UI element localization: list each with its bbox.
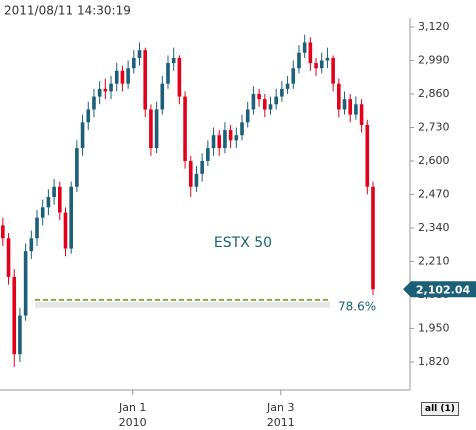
candle-body	[223, 130, 227, 149]
candle-body	[6, 238, 11, 277]
candle-body	[337, 83, 341, 110]
x-tick-label: Jan 3	[266, 401, 294, 414]
last-price-label: 2,102.04	[416, 283, 471, 296]
candle-body	[297, 52, 301, 69]
candle-body	[228, 130, 233, 141]
candle-body	[342, 99, 347, 110]
x-tick-label: Jan 1	[118, 401, 146, 414]
candle-body	[23, 251, 28, 316]
candle-body	[211, 135, 216, 149]
candle-body	[46, 197, 51, 208]
x-tick-year: 2010	[119, 416, 147, 429]
candle-body	[29, 238, 34, 252]
candle-body	[57, 186, 62, 213]
candle-body	[359, 104, 364, 125]
range-button[interactable]: all (1)	[421, 402, 459, 416]
y-tick-label: 2,730	[418, 120, 450, 133]
candle-body	[132, 57, 136, 69]
candle-body	[166, 63, 170, 84]
candle-body	[69, 186, 73, 249]
candle-body	[234, 135, 239, 141]
candle-body	[291, 68, 296, 84]
candle-body	[194, 173, 199, 187]
candle-body	[308, 42, 313, 64]
candle-body	[86, 109, 91, 123]
candle-body	[285, 83, 290, 89]
candle-body	[268, 104, 273, 110]
last-price-tag	[403, 281, 476, 298]
candle-body	[325, 57, 330, 61]
candle-body	[97, 88, 102, 97]
candle-body	[114, 70, 119, 84]
candle-body	[183, 96, 187, 161]
candle-body	[1, 225, 5, 239]
candle-body	[143, 50, 148, 110]
candle-body	[348, 99, 353, 115]
fib-label: 78.6%	[338, 299, 376, 313]
y-tick-label: 2,600	[418, 154, 450, 167]
candle-body	[319, 60, 324, 69]
candle-body	[154, 109, 159, 149]
y-tick-label: 2,340	[418, 221, 450, 234]
candle-body	[171, 57, 176, 64]
candle-body	[206, 148, 210, 161]
y-tick-label: 3,120	[418, 20, 450, 33]
candle-body	[262, 99, 267, 110]
candle-body	[18, 315, 22, 355]
candle-body	[257, 93, 261, 100]
candle-body	[35, 217, 39, 239]
candle-body	[137, 50, 142, 58]
candle-body	[109, 83, 113, 92]
candle-body	[280, 88, 284, 97]
y-tick-label: 2,210	[418, 254, 450, 267]
candle-body	[177, 57, 182, 97]
x-tick-year: 2011	[267, 416, 295, 429]
candle-body	[80, 122, 85, 149]
fib-shadow	[35, 301, 330, 308]
candle-body	[52, 186, 56, 198]
candle-body	[120, 70, 125, 84]
candle-body	[188, 160, 193, 187]
candle-body	[251, 93, 256, 110]
y-tick-label: 1,950	[418, 321, 450, 334]
candle-body	[12, 276, 17, 355]
y-tick-label: 2,470	[418, 187, 450, 200]
y-tick-label: 2,860	[418, 87, 450, 100]
chart-title: ESTX 50	[214, 235, 272, 251]
candle-body	[149, 109, 153, 149]
candle-body	[314, 63, 318, 69]
candle-body	[103, 88, 108, 92]
y-tick-label: 1,820	[418, 355, 450, 368]
candle-body	[200, 160, 204, 174]
candle-body	[217, 135, 222, 149]
y-tick-label: 2,990	[418, 54, 450, 67]
candle-body	[302, 42, 307, 53]
candle-body	[371, 186, 375, 290]
candle-body	[160, 83, 165, 110]
candle-body	[240, 122, 244, 136]
candle-body	[331, 57, 335, 84]
candle-body	[274, 96, 278, 105]
candle-body	[75, 148, 79, 187]
candle-body	[126, 68, 130, 84]
candle-body	[63, 212, 68, 249]
candle-body	[40, 207, 45, 218]
candle-body	[365, 124, 370, 187]
candle-body	[354, 104, 358, 115]
timestamp: 2011/08/11 14:30:19	[4, 4, 131, 18]
candle-body	[92, 96, 96, 110]
candle-body	[245, 109, 250, 123]
